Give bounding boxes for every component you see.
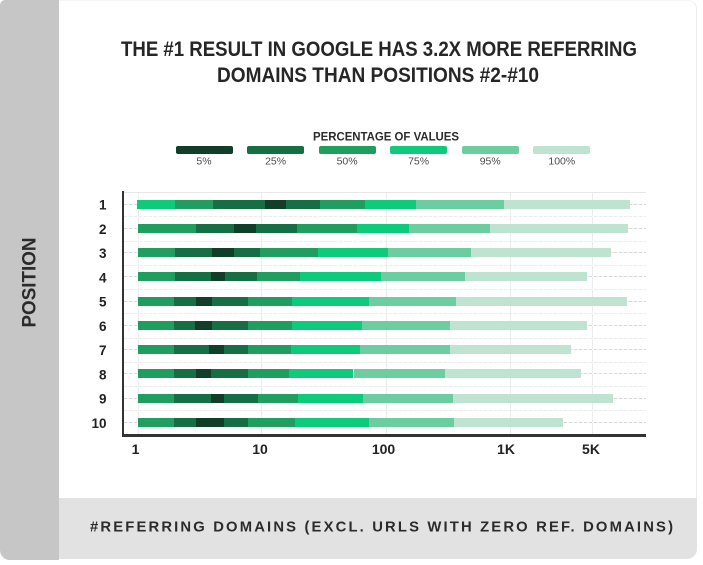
svg-text:4: 4 <box>99 270 107 285</box>
svg-text:#REFERRING DOMAINS (EXCL. URLS: #REFERRING DOMAINS (EXCL. URLS WITH ZERO… <box>90 520 673 536</box>
svg-text:3: 3 <box>99 246 107 261</box>
svg-text:2: 2 <box>99 222 107 237</box>
svg-text:PERCENTAGE OF VALUES: PERCENTAGE OF VALUES <box>313 130 459 144</box>
svg-text:1: 1 <box>99 198 107 213</box>
svg-text:100%: 100% <box>548 156 575 168</box>
svg-text:25%: 25% <box>265 156 286 168</box>
svg-text:6: 6 <box>99 319 107 334</box>
svg-text:5%: 5% <box>196 156 211 168</box>
svg-text:95%: 95% <box>480 156 501 168</box>
svg-text:1: 1 <box>132 441 140 457</box>
svg-text:10: 10 <box>91 416 106 431</box>
svg-text:5K: 5K <box>582 441 600 457</box>
svg-text:7: 7 <box>99 343 107 358</box>
svg-text:75%: 75% <box>408 156 429 168</box>
svg-text:9: 9 <box>99 392 107 407</box>
svg-text:DOMAINS THAN POSITIONS #2-#10: DOMAINS THAN POSITIONS #2-#10 <box>217 63 539 87</box>
svg-text:5: 5 <box>99 295 107 310</box>
svg-text:THE #1 RESULT IN GOOGLE HAS 3.: THE #1 RESULT IN GOOGLE HAS 3.2X MORE RE… <box>121 37 637 61</box>
svg-text:8: 8 <box>99 367 107 382</box>
svg-text:10: 10 <box>252 441 268 457</box>
svg-text:50%: 50% <box>337 156 358 168</box>
svg-text:100: 100 <box>372 441 396 457</box>
svg-text:POSITION: POSITION <box>20 238 41 328</box>
svg-text:1K: 1K <box>497 441 515 457</box>
